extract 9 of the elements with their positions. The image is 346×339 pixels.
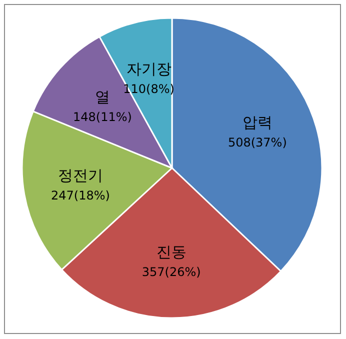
- slice-label: 정전기: [58, 166, 103, 185]
- slice-label: 진동: [156, 243, 186, 261]
- data-label: 357(26%): [142, 265, 201, 279]
- slice-label: 자기장: [126, 60, 172, 78]
- slice-label: 열: [95, 88, 110, 106]
- data-label: 247(18%): [51, 188, 110, 203]
- data-label: 148(11%): [73, 110, 132, 124]
- slice-label: 압력: [242, 113, 272, 132]
- data-label: 508(37%): [228, 135, 287, 150]
